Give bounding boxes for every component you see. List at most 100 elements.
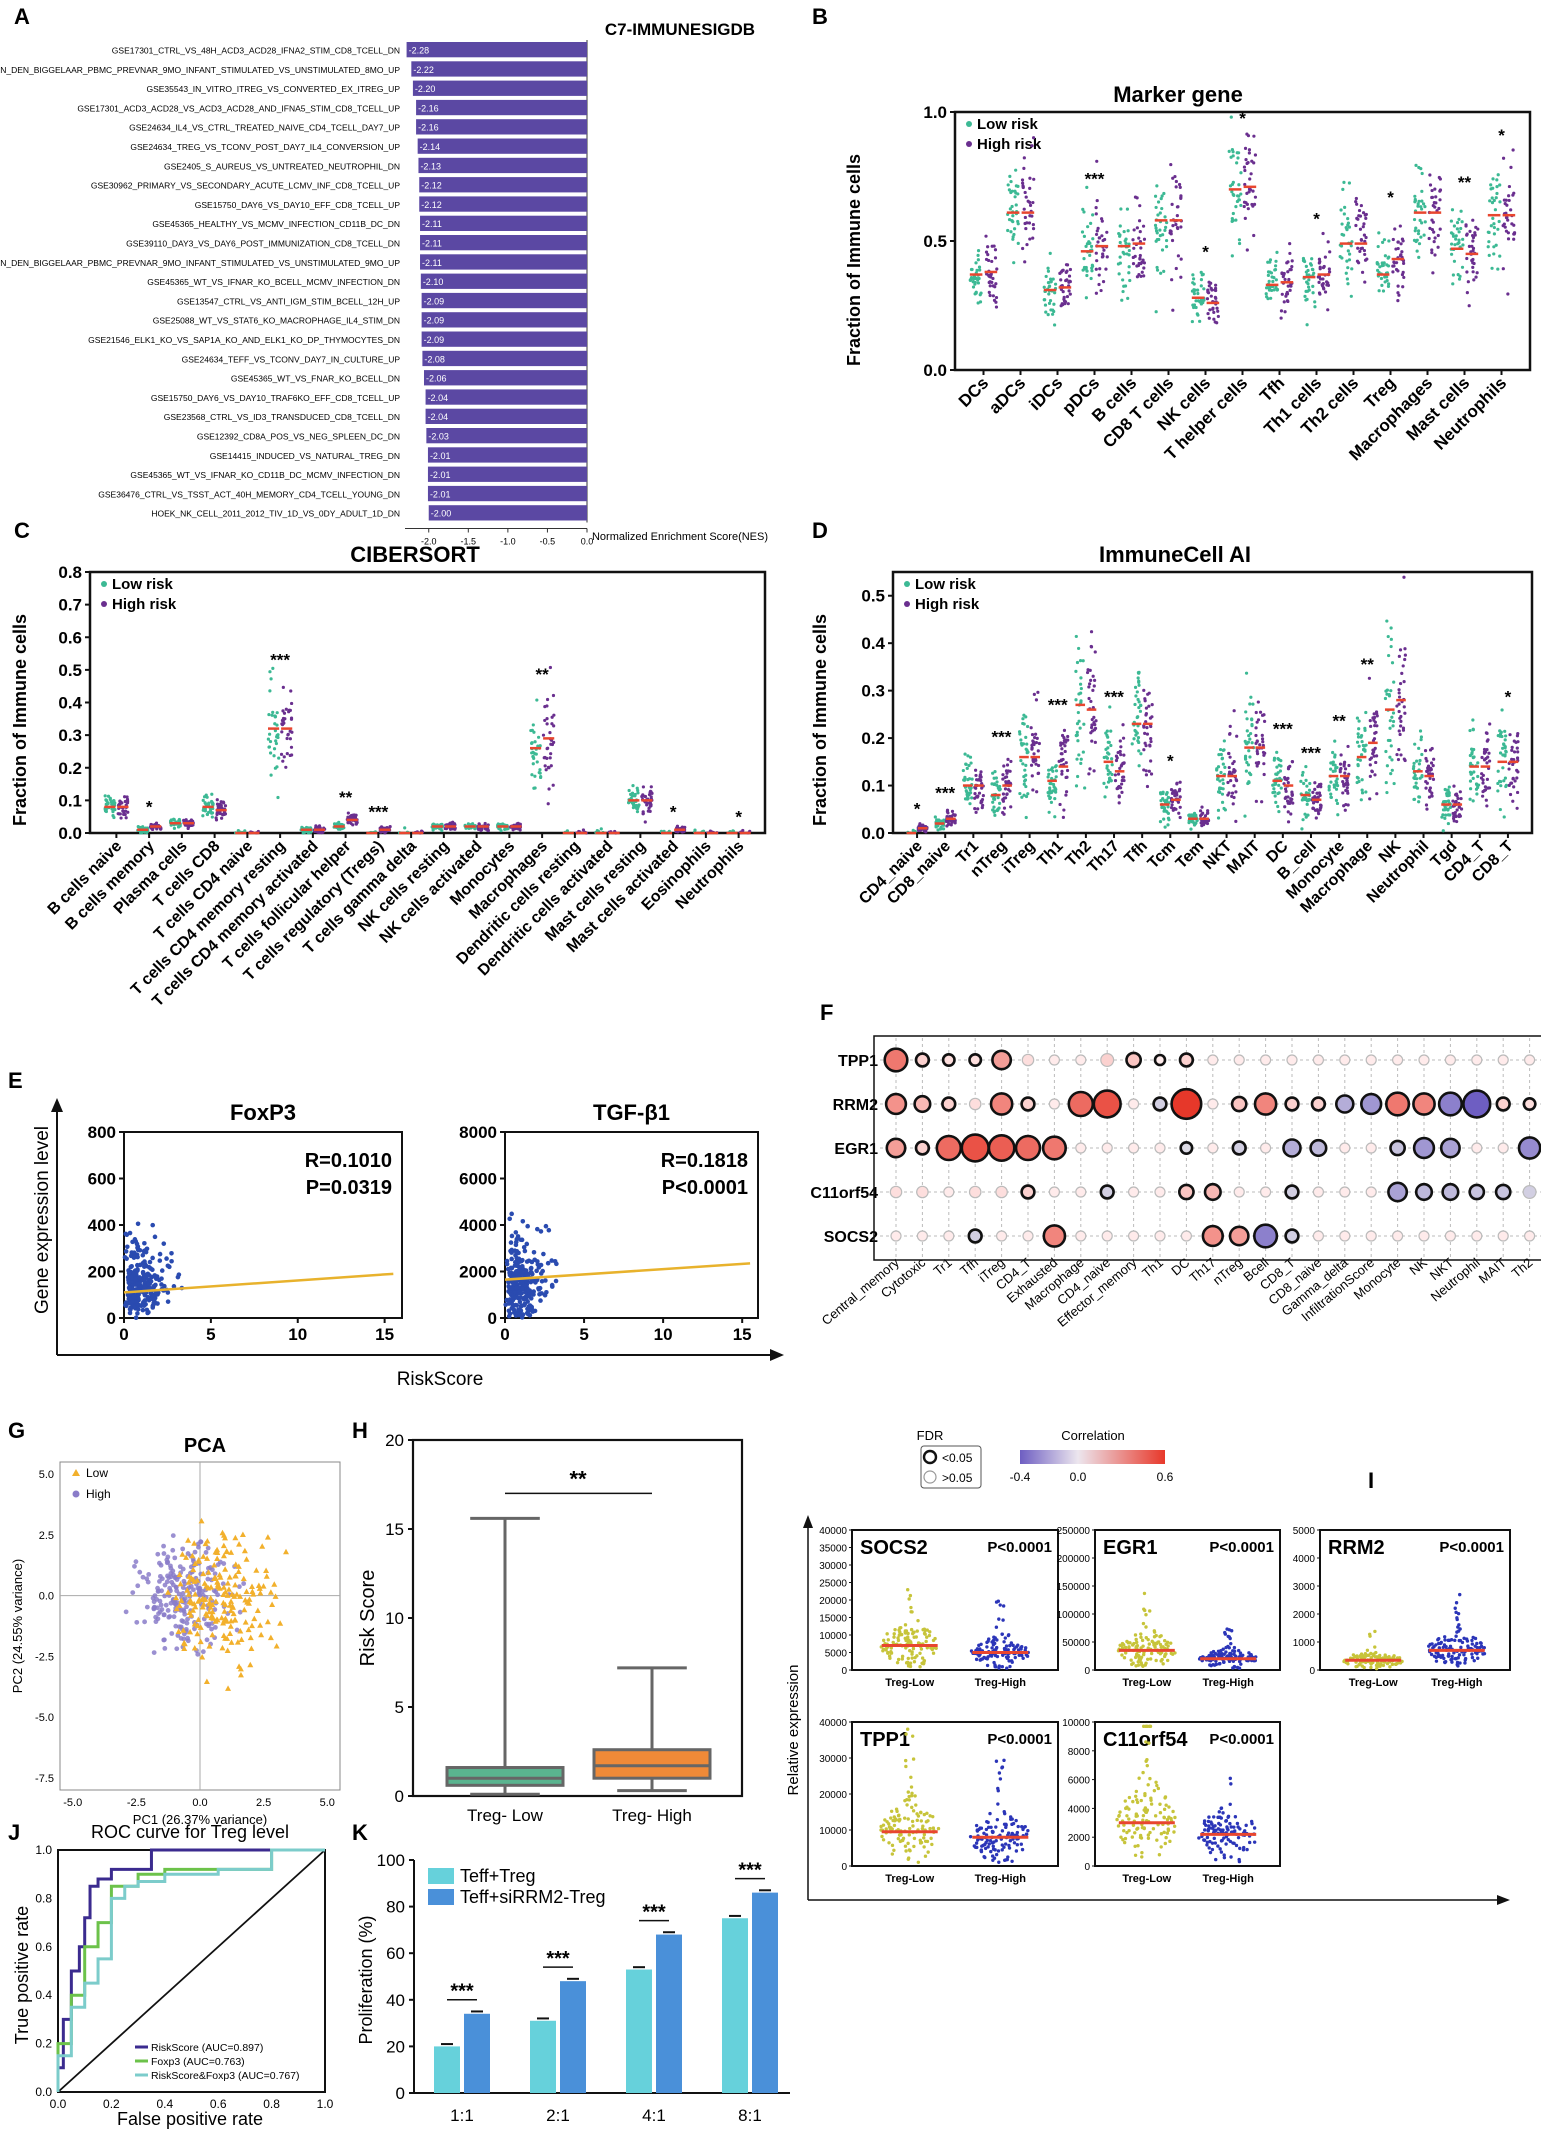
data-point (984, 250, 989, 254)
corr-bubble (1154, 1142, 1166, 1154)
data-point (1177, 789, 1181, 793)
data-point (1503, 776, 1507, 780)
data-point (1012, 227, 1017, 231)
data-point (1279, 759, 1283, 763)
corr-bubble (1231, 1140, 1247, 1156)
data-point (1473, 233, 1477, 237)
data-point (631, 784, 635, 788)
data-point (440, 828, 444, 833)
data-point (1165, 220, 1169, 225)
data-point (1024, 794, 1029, 799)
pca-high-point (155, 1551, 161, 1557)
data-point (284, 765, 288, 769)
data-point (1401, 270, 1405, 274)
data-point (1491, 177, 1495, 181)
data-point (1303, 812, 1307, 816)
data-point (1020, 178, 1025, 182)
data-point (1306, 268, 1310, 273)
data-point (479, 828, 483, 832)
data-point (119, 816, 123, 820)
data-point (1096, 226, 1100, 230)
pca-high-point (146, 1571, 152, 1577)
data-point (970, 796, 974, 800)
e-data-point (144, 1307, 150, 1313)
data-point (1192, 292, 1197, 296)
data-point (1282, 300, 1286, 304)
data-point (1373, 724, 1377, 728)
nes-bar-label: -2.01 (430, 470, 451, 480)
data-point (1229, 115, 1233, 119)
data-point (1135, 264, 1139, 268)
data-point (1051, 789, 1055, 793)
data-point (1345, 259, 1349, 263)
data-point (1033, 732, 1038, 736)
y-tick-label: 0.8 (58, 563, 82, 582)
data-point (1138, 709, 1143, 713)
data-point (1375, 711, 1379, 716)
data-point (1397, 747, 1401, 752)
data-point (545, 756, 549, 760)
data-point (1461, 237, 1465, 241)
e-data-point (529, 1291, 535, 1296)
data-point (994, 776, 998, 780)
data-point (1503, 729, 1507, 733)
data-point (1248, 702, 1252, 706)
data-point (1303, 294, 1307, 298)
corr-bubble (1207, 1054, 1219, 1066)
data-point (1230, 182, 1235, 187)
data-point (1491, 216, 1495, 220)
data-point (288, 737, 292, 741)
data-point (1053, 291, 1057, 295)
nes-bar (406, 42, 587, 58)
x-tick-label: 10 (654, 1325, 673, 1344)
data-point (1250, 202, 1254, 207)
sig-marker: * (914, 800, 921, 819)
data-point (1411, 767, 1416, 771)
data-point (1159, 271, 1163, 275)
data-point (176, 825, 181, 829)
data-point (1234, 778, 1238, 782)
fdr-label: <0.05 (942, 1451, 973, 1465)
data-point (1163, 825, 1167, 829)
data-point (1081, 268, 1085, 272)
nes-bar (427, 485, 587, 502)
data-point (1089, 678, 1093, 682)
data-point (1022, 775, 1026, 779)
corr-bubble (890, 1230, 902, 1242)
pca-high-point (166, 1614, 172, 1620)
e-data-point (517, 1299, 523, 1305)
data-point (1340, 256, 1344, 260)
nes-bar (421, 331, 587, 347)
data-point (1148, 744, 1152, 748)
data-point (953, 813, 957, 817)
nes-bar (418, 157, 587, 174)
data-point (1095, 159, 1099, 163)
data-point (1443, 808, 1447, 812)
data-point (938, 819, 942, 823)
data-point (1001, 777, 1005, 781)
data-point (995, 267, 999, 271)
corr-bubble (1471, 1230, 1483, 1242)
e-data-point (133, 1315, 139, 1320)
data-point (1486, 738, 1490, 742)
data-point (973, 792, 977, 796)
pca-high-point (174, 1577, 180, 1582)
data-point (1100, 217, 1104, 221)
corr-bubble (1286, 1054, 1298, 1066)
sig-marker: *** (270, 650, 290, 669)
data-point (1335, 781, 1339, 785)
data-point (1362, 233, 1367, 237)
data-point (1416, 204, 1420, 208)
data-point (1137, 219, 1142, 223)
data-point (1465, 270, 1469, 274)
data-point (946, 819, 950, 824)
data-point (201, 814, 205, 818)
nes-bar (420, 235, 587, 251)
data-point (1348, 252, 1352, 256)
nes-bar-label: -2.09 (424, 335, 445, 345)
data-point (995, 780, 999, 784)
data-point (994, 305, 999, 309)
data-point (1229, 779, 1233, 783)
data-point (1026, 199, 1030, 203)
data-point (1075, 757, 1079, 761)
